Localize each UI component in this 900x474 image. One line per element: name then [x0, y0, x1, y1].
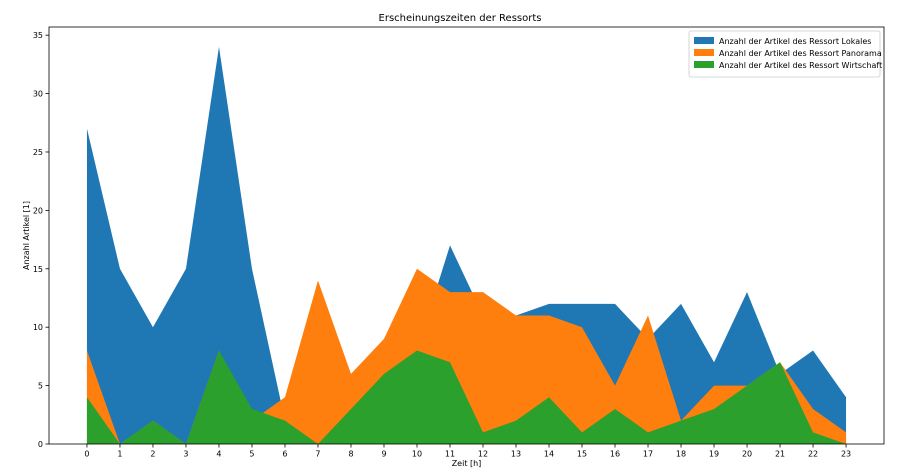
x-tick-label: 10 [412, 450, 422, 459]
x-tick-label: 20 [742, 450, 752, 459]
x-tick-label: 11 [445, 450, 455, 459]
legend-swatch [694, 37, 714, 44]
x-axis-label: Zeit [h] [452, 459, 482, 468]
legend-label: Anzahl der Artikel des Ressort Lokales [719, 37, 871, 46]
x-tick-label: 22 [808, 450, 818, 459]
chart-title: Erscheinungszeiten der Ressorts [379, 13, 542, 24]
y-tick-label: 5 [38, 382, 43, 391]
y-tick-label: 35 [33, 31, 43, 40]
x-tick-label: 21 [775, 450, 785, 459]
x-tick-label: 0 [84, 450, 89, 459]
y-axis: 0 5 10 15 20 25 30 35 [33, 31, 49, 449]
y-tick-label: 30 [33, 90, 43, 99]
y-tick-label: 15 [33, 265, 43, 274]
x-tick-label: 9 [381, 450, 386, 459]
y-tick-label: 20 [33, 206, 43, 215]
axes-frame [48, 26, 885, 445]
x-axis: 0 1 2 3 4 5 6 7 8 9 10 11 12 13 14 15 16 17 18 19 20 21 22 23 [84, 444, 851, 459]
x-tick-label: 8 [348, 450, 353, 459]
area-series-2 [86, 268, 847, 444]
y-tick-label: 0 [38, 440, 43, 449]
x-tick-label: 3 [183, 450, 188, 459]
x-tick-label: 19 [709, 450, 719, 459]
legend-swatch [694, 61, 714, 68]
x-tick-label: 16 [610, 450, 620, 459]
x-tick-label: 4 [216, 450, 221, 459]
y-tick-label: 25 [33, 148, 43, 157]
x-tick-label: 13 [511, 450, 521, 459]
x-tick-label: 12 [478, 450, 488, 459]
x-tick-label: 2 [150, 450, 155, 459]
x-tick-label: 18 [676, 450, 686, 459]
area-series-3 [86, 350, 847, 444]
legend-frame [688, 30, 881, 78]
x-tick-label: 1 [117, 450, 122, 459]
legend-label: Anzahl der Artikel des Ressort Panorama [719, 49, 882, 58]
x-tick-label: 6 [282, 450, 287, 459]
x-tick-label: 23 [841, 450, 851, 459]
x-tick-label: 15 [577, 450, 587, 459]
x-tick-label: 5 [249, 450, 254, 459]
chart-areas [86, 46, 847, 444]
x-tick-label: 17 [643, 450, 653, 459]
legend-swatch [694, 49, 714, 56]
y-axis-label: Anzahl Artikel [1] [22, 201, 31, 270]
y-tick-label: 10 [33, 323, 43, 332]
legend: Anzahl der Artikel des Ressort Lokales An… [688, 30, 882, 78]
x-tick-label: 14 [544, 450, 554, 459]
x-tick-label: 7 [315, 450, 320, 459]
legend-label: Anzahl der Artikel des Ressort Wirtschaf… [719, 61, 882, 70]
